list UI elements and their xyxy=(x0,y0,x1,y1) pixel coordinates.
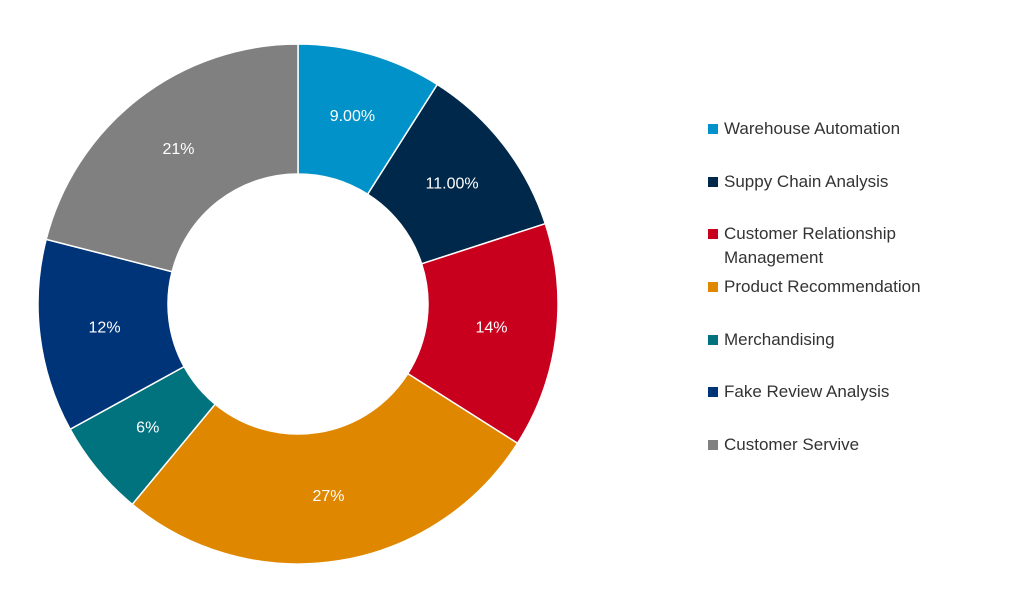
legend-item: Product Recommendation xyxy=(708,275,938,299)
legend-label: Customer Relationship Management xyxy=(724,224,896,267)
data-label: 6% xyxy=(136,420,159,437)
legend-swatch xyxy=(708,440,718,450)
legend-label: Product Recommendation xyxy=(724,277,921,296)
legend-item: Merchandising xyxy=(708,328,938,352)
data-label: 27% xyxy=(312,488,344,505)
data-label: 11.00% xyxy=(426,176,479,193)
donut-segment xyxy=(45,43,299,273)
data-label: 12% xyxy=(89,320,121,337)
data-label: 9.00% xyxy=(330,108,375,125)
data-label: 21% xyxy=(162,141,194,158)
legend-swatch xyxy=(708,335,718,345)
legend-item: Warehouse Automation xyxy=(708,117,938,141)
legend-swatch xyxy=(708,282,718,292)
legend-label: Customer Servive xyxy=(724,435,860,454)
donut-segment xyxy=(131,372,519,565)
legend-label: Suppy Chain Analysis xyxy=(724,172,889,191)
legend-item: Customer Relationship Management xyxy=(708,222,938,270)
legend-swatch xyxy=(708,387,718,397)
legend-item: Suppy Chain Analysis xyxy=(708,170,938,194)
data-label: 14% xyxy=(475,320,507,337)
legend-swatch xyxy=(708,124,718,134)
legend-item: Customer Servive xyxy=(708,433,938,457)
legend-swatch xyxy=(708,177,718,187)
legend-swatch xyxy=(708,229,718,239)
legend-label: Warehouse Automation xyxy=(724,119,901,138)
legend-label: Fake Review Analysis xyxy=(724,382,890,401)
legend-item: Fake Review Analysis xyxy=(708,380,938,404)
legend-label: Merchandising xyxy=(724,330,835,349)
donut-segment xyxy=(406,222,559,445)
